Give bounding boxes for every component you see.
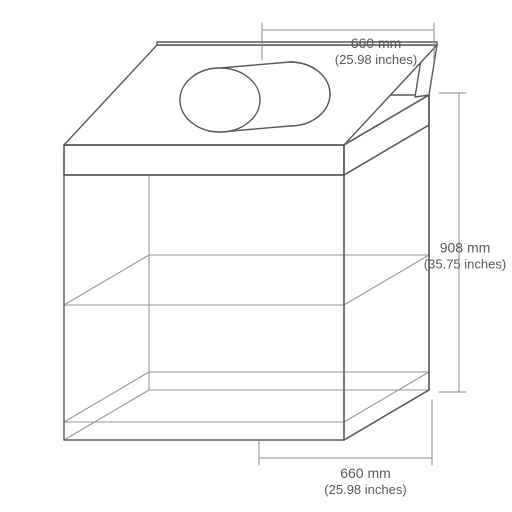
dim-inches: (25.98 inches) (335, 52, 417, 67)
dim-inches: (25.98 inches) (324, 482, 406, 497)
dim-mm: 660 mm (351, 35, 402, 51)
dim-mm: 908 mm (440, 240, 491, 256)
dim-mm: 660 mm (340, 465, 391, 481)
dim-inches: (35.75 inches) (424, 257, 506, 272)
